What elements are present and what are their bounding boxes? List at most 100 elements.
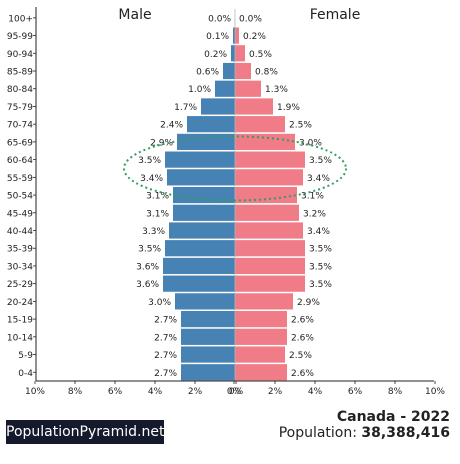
- female-bar: [235, 133, 295, 150]
- male-bar: [177, 133, 235, 150]
- male-value-label: 2.7%: [154, 316, 177, 326]
- age-group-label: 20-24: [7, 298, 33, 308]
- female-value-label: 3.5%: [309, 280, 332, 290]
- female-bar: [235, 80, 261, 97]
- female-bar: [235, 364, 287, 381]
- population-label: Population:: [278, 425, 357, 441]
- male-value-label: 0.0%: [208, 14, 231, 24]
- male-value-label: 0.2%: [204, 50, 227, 60]
- female-bar: [235, 346, 285, 363]
- age-group-label: 70-74: [7, 121, 33, 131]
- female-bar: [235, 275, 305, 292]
- male-value-label: 3.1%: [146, 192, 169, 202]
- male-value-label: 2.4%: [160, 121, 183, 131]
- x-tick-label: 2%: [188, 387, 203, 397]
- age-group-label: 15-19: [7, 316, 33, 326]
- female-value-label: 2.6%: [291, 333, 314, 343]
- female-value-label: 2.9%: [297, 298, 320, 308]
- female-value-label: 1.9%: [277, 103, 300, 113]
- female-value-label: 2.6%: [291, 316, 314, 326]
- female-bar: [235, 169, 303, 186]
- male-bar: [215, 80, 235, 97]
- x-tick-label: 10%: [25, 387, 45, 397]
- age-group-label: 60-64: [7, 156, 33, 166]
- female-value-label: 0.8%: [255, 68, 278, 78]
- male-value-label: 3.5%: [138, 156, 161, 166]
- x-tick-label: 4%: [308, 387, 323, 397]
- male-value-label: 2.7%: [154, 369, 177, 379]
- male-bar: [163, 275, 235, 292]
- x-tick-label: 2%: [268, 387, 283, 397]
- male-value-label: 3.3%: [142, 227, 165, 237]
- age-group-label: 0-4: [18, 369, 33, 379]
- age-group-label: 95-99: [7, 32, 33, 42]
- male-bar: [181, 311, 235, 328]
- male-bar: [167, 169, 235, 186]
- female-bar: [235, 62, 251, 80]
- population-pyramid-chart: 0.0% 0.0% 100+ 0.1% 0.2% 95-99 0.2% 0.5% 90-94 0.…: [7, 7, 445, 397]
- female-bar: [235, 27, 239, 44]
- male-bar: [173, 186, 235, 204]
- female-value-label: 0.0%: [239, 14, 262, 24]
- male-bar: [233, 27, 235, 44]
- brand-logo[interactable]: PopulationPyramid.net: [6, 420, 164, 444]
- female-bar: [235, 186, 297, 204]
- female-value-label: 3.5%: [309, 262, 332, 272]
- male-value-label: 3.0%: [148, 298, 171, 308]
- female-bar: [235, 204, 299, 221]
- female-bar: [235, 151, 305, 168]
- male-value-label: 3.1%: [146, 209, 169, 219]
- female-value-label: 0.2%: [243, 32, 266, 42]
- female-bar: [235, 240, 305, 257]
- male-bar: [231, 45, 235, 62]
- male-value-label: 1.7%: [174, 103, 197, 113]
- male-bar: [163, 257, 235, 275]
- age-group-label: 80-84: [7, 85, 33, 95]
- male-bar: [181, 364, 235, 381]
- female-value-label: 2.5%: [289, 121, 312, 131]
- age-group-label: 10-14: [7, 333, 33, 343]
- female-value-label: 3.4%: [307, 174, 330, 184]
- male-value-label: 3.5%: [138, 245, 161, 255]
- male-value-label: 3.6%: [136, 262, 159, 272]
- male-bar: [201, 98, 235, 115]
- age-group-label: 35-39: [7, 245, 33, 255]
- age-group-label: 50-54: [7, 192, 33, 202]
- age-group-label: 40-44: [7, 227, 33, 237]
- age-group-label: 30-34: [7, 262, 33, 272]
- female-value-label: 2.6%: [291, 369, 314, 379]
- male-bar: [187, 116, 235, 133]
- female-bar: [235, 257, 305, 275]
- female-value-label: 3.4%: [307, 227, 330, 237]
- male-value-label: 0.6%: [196, 68, 219, 78]
- male-bar: [165, 151, 235, 168]
- male-value-label: 2.9%: [150, 138, 173, 148]
- age-group-label: 45-49: [7, 209, 33, 219]
- x-tick-label: 0%: [229, 387, 244, 397]
- male-title: Male: [118, 7, 151, 23]
- female-value-label: 1.3%: [265, 85, 288, 95]
- female-value-label: 3.5%: [309, 156, 332, 166]
- female-bar: [235, 328, 287, 345]
- x-tick-label: 0%: [227, 387, 242, 397]
- age-group-label: 25-29: [7, 280, 33, 290]
- female-bar: [235, 45, 245, 62]
- x-tick-label: 6%: [108, 387, 123, 397]
- female-bar: [235, 293, 293, 310]
- x-tick-label: 6%: [348, 387, 363, 397]
- age-group-label: 100+: [8, 14, 33, 24]
- male-value-label: 3.6%: [136, 280, 159, 290]
- x-tick-label: 8%: [388, 387, 403, 397]
- male-value-label: 2.7%: [154, 333, 177, 343]
- female-value-label: 0.5%: [249, 50, 272, 60]
- male-value-label: 2.7%: [154, 351, 177, 361]
- highlight-ellipse: [123, 135, 347, 202]
- female-value-label: 3.5%: [309, 245, 332, 255]
- female-bar: [235, 98, 273, 115]
- male-bar: [175, 293, 235, 310]
- female-bar: [235, 116, 285, 133]
- female-value-label: 3.2%: [303, 209, 326, 219]
- female-value-label: 3.1%: [301, 192, 324, 202]
- x-tick-label: 10%: [425, 387, 445, 397]
- age-group-label: 65-69: [7, 138, 33, 148]
